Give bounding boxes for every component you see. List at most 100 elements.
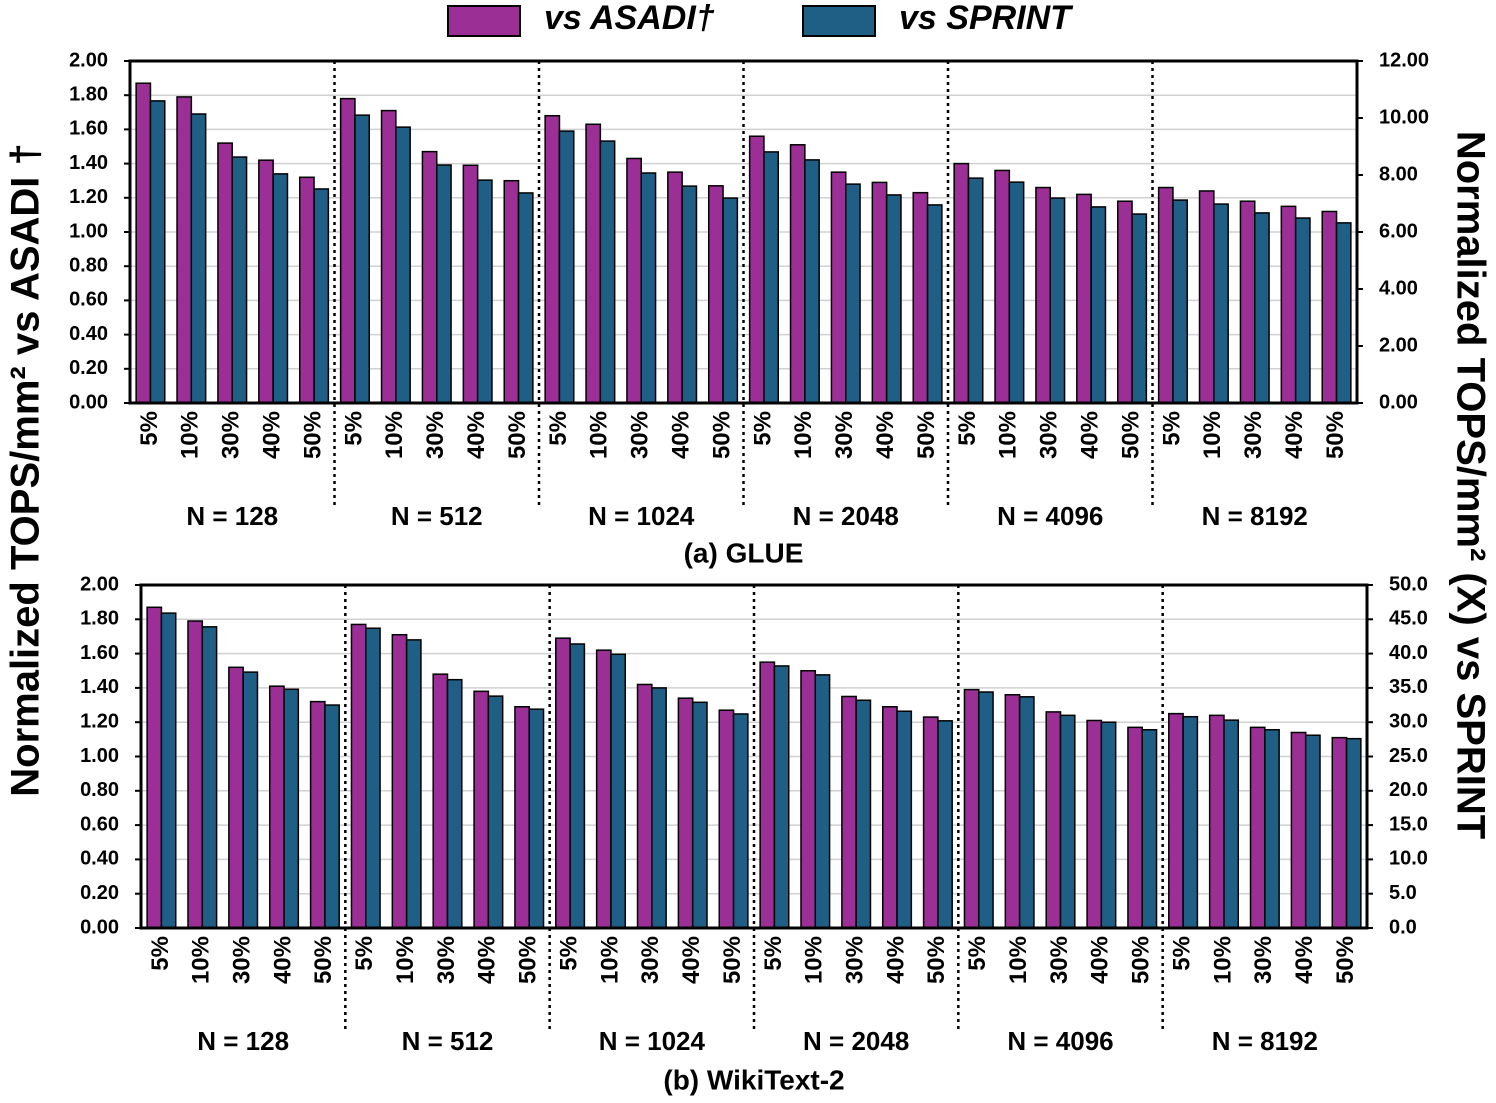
x-tick-label: 5% [545,411,572,446]
bar [1223,719,1240,929]
bar [626,157,642,404]
x-tick-label: 10% [177,411,204,459]
bar [339,97,356,404]
bar [1086,719,1103,929]
bar [722,197,739,404]
bar [763,151,780,404]
x-tick-label: 40% [463,411,490,459]
bar [599,140,616,404]
x-tick-label: 5% [1168,936,1195,971]
bar [1345,737,1362,929]
bar [926,204,943,404]
bar [845,183,861,404]
x-tick-label: 30% [1046,936,1073,984]
bar [258,159,274,404]
bar [283,688,300,929]
x-tick-label: 5% [136,411,163,446]
y2-tick-label: 15.0 [1389,813,1428,835]
x-tick-label: 50% [1128,936,1155,984]
bar [558,130,575,404]
bar [1035,186,1052,404]
bar [190,113,207,404]
bar [651,687,667,929]
bar [1141,728,1158,929]
x-tick-label: 5% [749,411,776,446]
x-tick-label: 5% [340,411,367,446]
bar [1254,212,1270,404]
bar [1304,734,1321,929]
bar [707,185,724,404]
bar [830,171,847,404]
bar [313,188,330,404]
group-label: N = 1024 [599,1026,706,1056]
bar [994,169,1011,404]
y2-tick-label: 40.0 [1389,642,1428,664]
bar [800,670,817,929]
y-tick-label: 1.40 [80,676,119,698]
y-tick-label: 1.20 [80,710,119,732]
bar [544,114,561,404]
bar [748,135,765,404]
x-tick-label: 10% [790,411,817,459]
bar [1249,726,1266,929]
bar [896,710,913,929]
y-tick-label: 0.40 [69,323,108,345]
x-tick-label: 10% [1005,936,1032,984]
y-tick-label: 1.80 [80,608,119,630]
bar [841,695,857,929]
bar [912,191,929,404]
bar [487,695,504,929]
bar [871,181,888,404]
x-tick-label: 40% [882,936,909,984]
y-tick-label: 0.20 [69,357,108,379]
x-tick-label: 10% [596,936,623,984]
group-label: N = 512 [391,501,483,531]
y-tick-label: 0.00 [69,391,108,413]
bar [773,665,790,929]
group-label: N = 8192 [1212,1026,1318,1056]
x-tick-label: 40% [258,411,285,459]
x-tick-label: 30% [1240,411,1267,459]
subtitle: (a) GLUE [684,537,804,568]
y2-tick-label: 0.0 [1389,916,1417,938]
legend-label: vs ASADI† [544,0,715,37]
bar [1213,203,1229,404]
y-tick-label: 1.80 [69,83,108,105]
group-label: N = 2048 [793,501,899,531]
bar [667,171,683,404]
bar [1157,186,1174,404]
x-tick-label: 40% [1281,411,1308,459]
y2-tick-label: 35.0 [1389,676,1428,698]
bar [569,643,586,929]
y2-tick-label: 2.00 [1379,334,1418,356]
x-tick-label: 5% [964,936,991,971]
y-tick-label: 0.40 [80,848,119,870]
bar [1239,200,1256,404]
bar [146,606,163,929]
bar [1294,217,1311,404]
x-tick-label: 50% [913,411,940,459]
y-tick-label: 1.00 [80,745,119,767]
x-tick-label: 10% [188,936,215,984]
bar [636,683,653,929]
x-tick-label: 10% [1209,936,1236,984]
bar [228,666,244,929]
x-tick-label: 10% [586,411,613,459]
y2-tick-label: 5.0 [1389,882,1417,904]
bar [595,649,612,929]
x-tick-label: 30% [229,936,256,984]
bar [405,639,422,929]
bar [476,179,493,404]
bar [967,177,984,404]
y-tick-label: 2.00 [69,49,108,71]
y-tick-label: 0.80 [69,254,108,276]
x-tick-label: 30% [831,411,858,459]
x-tick-label: 50% [1332,936,1359,984]
x-tick-label: 30% [422,411,449,459]
bar [514,706,530,929]
x-tick-label: 50% [299,411,326,459]
group-label: N = 512 [402,1026,494,1056]
bar [814,674,831,929]
y-tick-label: 1.20 [69,186,108,208]
bar [217,142,233,404]
